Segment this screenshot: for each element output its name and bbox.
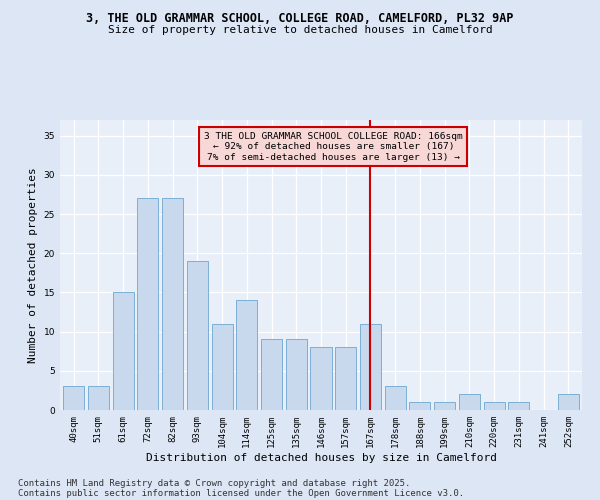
X-axis label: Distribution of detached houses by size in Camelford: Distribution of detached houses by size … bbox=[146, 452, 497, 462]
Bar bbox=[236, 300, 257, 410]
Bar bbox=[286, 340, 307, 410]
Text: Contains public sector information licensed under the Open Government Licence v3: Contains public sector information licen… bbox=[18, 488, 464, 498]
Bar bbox=[162, 198, 183, 410]
Text: Size of property relative to detached houses in Camelford: Size of property relative to detached ho… bbox=[107, 25, 493, 35]
Bar bbox=[63, 386, 84, 410]
Text: 3 THE OLD GRAMMAR SCHOOL COLLEGE ROAD: 166sqm
← 92% of detached houses are small: 3 THE OLD GRAMMAR SCHOOL COLLEGE ROAD: 1… bbox=[204, 132, 463, 162]
Bar bbox=[137, 198, 158, 410]
Bar bbox=[88, 386, 109, 410]
Bar bbox=[335, 348, 356, 410]
Bar bbox=[434, 402, 455, 410]
Text: 3, THE OLD GRAMMAR SCHOOL, COLLEGE ROAD, CAMELFORD, PL32 9AP: 3, THE OLD GRAMMAR SCHOOL, COLLEGE ROAD,… bbox=[86, 12, 514, 26]
Bar bbox=[360, 324, 381, 410]
Bar bbox=[558, 394, 579, 410]
Text: Contains HM Land Registry data © Crown copyright and database right 2025.: Contains HM Land Registry data © Crown c… bbox=[18, 478, 410, 488]
Bar bbox=[409, 402, 430, 410]
Bar bbox=[385, 386, 406, 410]
Bar bbox=[187, 261, 208, 410]
Bar bbox=[508, 402, 529, 410]
Bar bbox=[459, 394, 480, 410]
Bar bbox=[261, 340, 282, 410]
Bar bbox=[212, 324, 233, 410]
Bar bbox=[113, 292, 134, 410]
Y-axis label: Number of detached properties: Number of detached properties bbox=[28, 167, 38, 363]
Bar bbox=[484, 402, 505, 410]
Bar bbox=[310, 348, 332, 410]
